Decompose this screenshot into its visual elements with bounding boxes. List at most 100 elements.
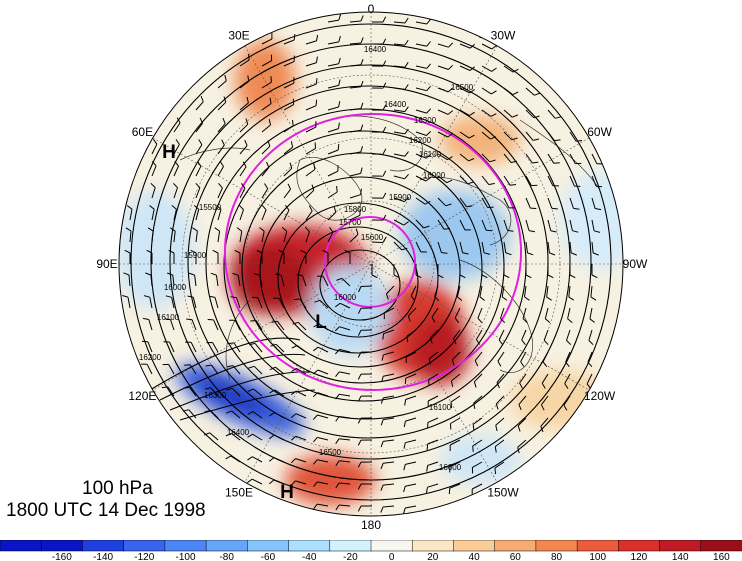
negative-anomaly-northeast: [400, 190, 510, 280]
wind-barb-flag: [247, 478, 253, 484]
wind-barb-flag: [290, 480, 296, 486]
wind-barb-flag: [334, 326, 340, 332]
wind-barb-flag: [216, 204, 222, 210]
longitude-label: 90E: [96, 257, 117, 271]
wind-barb-flag: [234, 249, 241, 254]
colorbar-label: -40: [302, 552, 317, 561]
wind-barb-flag: [226, 365, 234, 368]
wind-barb-shaft: [189, 364, 197, 375]
wind-barb-flag: [269, 412, 275, 417]
wind-barb-flag: [224, 74, 227, 81]
wind-barb-flag: [431, 316, 436, 323]
wind-barb-shaft: [427, 395, 439, 402]
wind-barb-flag: [452, 338, 457, 345]
wind-barb-shaft: [305, 210, 313, 221]
wind-barb-flag: [428, 358, 431, 365]
wind-barb-flag: [230, 296, 237, 299]
wind-barb-flag: [167, 272, 173, 276]
wind-barb-flag: [199, 117, 204, 124]
wind-barb-shaft: [209, 409, 219, 419]
wind-barb-shaft: [283, 209, 290, 221]
wind-barb-flag: [500, 318, 506, 324]
wind-barb-shaft: [349, 20, 362, 23]
wind-barb-shaft: [481, 197, 489, 208]
wind-barb-flag: [457, 296, 463, 301]
wind-barb-flag: [426, 63, 431, 69]
wind-barb-shaft: [168, 364, 175, 375]
wind-barb-flag: [512, 114, 519, 118]
wind-barb-flag: [469, 43, 476, 49]
wind-barb-shaft: [407, 307, 417, 317]
wind-barb-shaft: [327, 84, 339, 89]
wind-barb-shaft: [349, 151, 361, 155]
wind-barb-shaft: [215, 275, 219, 287]
wind-barb-shaft: [239, 123, 249, 133]
wind-barb-shaft: [305, 105, 317, 111]
wind-barb-shaft: [327, 231, 334, 243]
wind-barb-flag: [338, 35, 341, 43]
wind-barb-flag: [443, 228, 451, 230]
wind-barb-shaft: [317, 392, 329, 397]
wind-barb-flag: [473, 381, 477, 388]
wind-barb-flag: [253, 273, 260, 276]
wind-barb-shaft: [213, 319, 219, 331]
wind-barb-flag: [404, 106, 409, 112]
wind-barb-flag: [225, 455, 232, 460]
contour-label: 16100: [157, 313, 180, 322]
wind-barb-shaft: [278, 297, 285, 309]
wind-barb-shaft: [525, 131, 534, 141]
wind-barb-flag: [200, 96, 204, 102]
wind-barb-flag: [247, 75, 250, 82]
colorbar-swatch: [453, 540, 496, 552]
wind-barb-flag: [175, 139, 180, 145]
wind-barb-flag: [404, 17, 409, 24]
wind-barb-flag: [528, 230, 535, 233]
wind-barb-shaft: [427, 483, 439, 488]
wind-barb-flag: [271, 320, 278, 323]
wind-barb-flag: [281, 227, 288, 232]
wind-barb-flag: [227, 342, 234, 345]
wind-barb-flag: [245, 118, 249, 125]
wind-barb-shaft: [296, 367, 307, 375]
wind-barb-flag: [225, 410, 232, 414]
wind-barb-shaft: [172, 275, 175, 287]
wind-barb-flag: [404, 84, 409, 90]
colorbar-swatch: [164, 540, 207, 552]
wind-barb-shaft: [566, 329, 571, 341]
wind-barb-flag: [125, 227, 132, 232]
wind-barb-flag: [338, 57, 341, 64]
wind-barb-shaft: [167, 386, 175, 397]
wind-barb-flag: [358, 286, 362, 293]
wind-barb-flag: [204, 387, 211, 390]
wind-barb-shaft: [479, 285, 483, 297]
wind-barb-flag: [290, 390, 297, 396]
wind-barb-shaft: [405, 461, 417, 465]
wind-barb-shaft: [525, 197, 531, 209]
wind-barb-flag: [447, 87, 454, 93]
wind-barb-shaft: [274, 412, 285, 419]
wind-barb-flag: [401, 247, 408, 251]
wind-barb-shaft: [261, 103, 272, 111]
wind-barb-flag: [335, 438, 340, 444]
wind-barb-flag: [336, 185, 338, 193]
contour-label: 16600: [439, 463, 462, 472]
wind-barbs: [122, 14, 603, 514]
wind-barb-shaft: [405, 417, 417, 422]
wind-barb-shaft: [148, 319, 153, 331]
outer-highlight-circle: [224, 113, 522, 391]
wind-barb-shaft: [437, 219, 445, 230]
wind-barb-flag: [126, 205, 133, 210]
wind-barb-flag: [247, 433, 253, 438]
wind-barb-flag: [425, 487, 428, 494]
wind-barb-flag: [404, 197, 410, 202]
wind-barb-flag: [316, 34, 319, 41]
wind-barb-shaft: [295, 390, 307, 397]
wind-barb-flag: [404, 378, 407, 385]
wind-barb-flag: [142, 317, 149, 320]
wind-barb-shaft: [405, 439, 417, 444]
wind-barb-flag: [183, 386, 190, 389]
wind-barb-flag: [573, 207, 580, 210]
wind-barb-shaft: [415, 109, 427, 114]
wind-barb-shaft: [427, 461, 439, 466]
wind-barb-shaft: [569, 153, 576, 164]
